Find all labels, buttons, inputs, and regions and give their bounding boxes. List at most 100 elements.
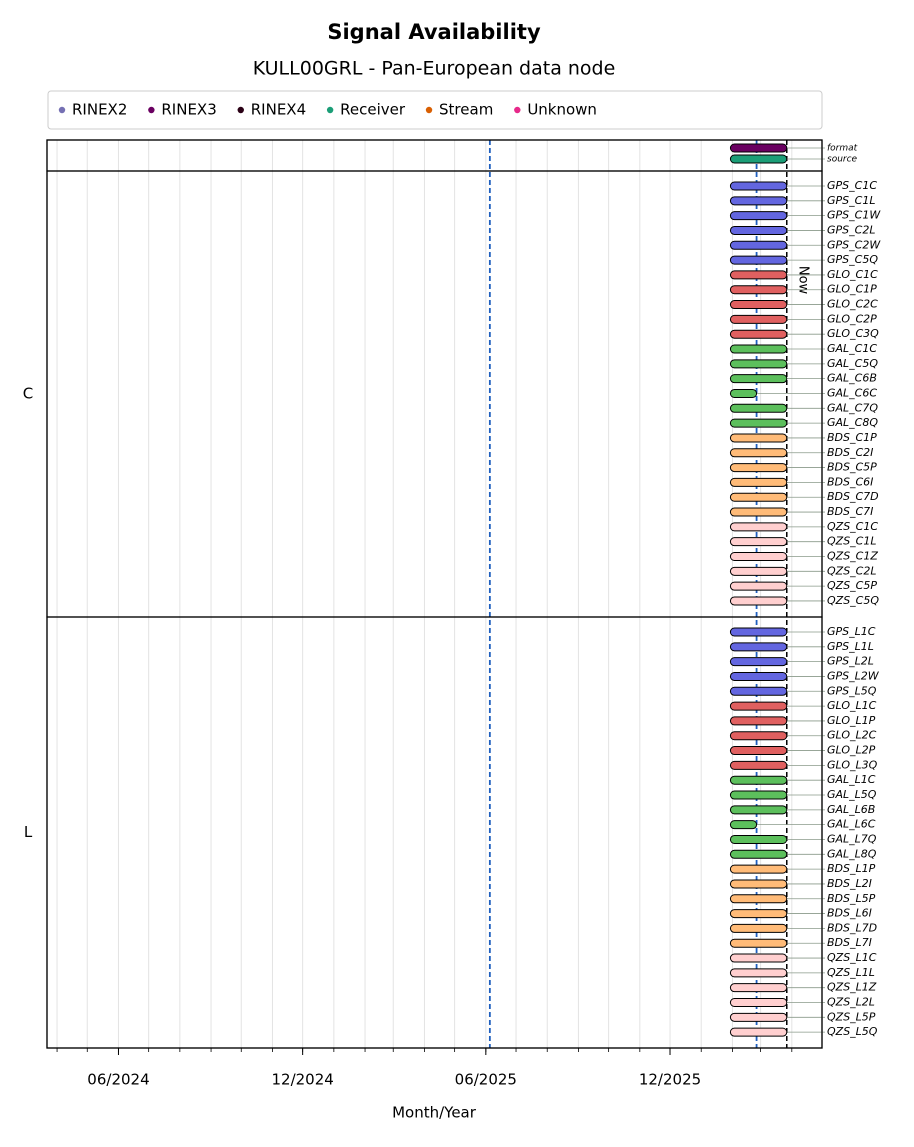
availability-bar [729, 507, 788, 517]
availability-bar [729, 552, 788, 561]
row-label: GPS_C1L [827, 194, 875, 207]
availability-bar [729, 716, 788, 726]
row-label: GLO_L2P [827, 744, 876, 757]
row-label: GAL_C6C [827, 386, 877, 399]
legend-marker [58, 106, 66, 114]
legend-marker [326, 106, 334, 114]
availability-bar [729, 581, 788, 591]
availability-bar [729, 864, 788, 874]
availability-bar [729, 477, 788, 487]
availability-bar [729, 746, 788, 756]
x-tick-label: 06/2025 [455, 1071, 517, 1089]
legend-label: Stream [439, 101, 493, 119]
row-label: BDS_L6I [827, 907, 872, 920]
row-label: BDS_C7D [827, 490, 879, 503]
availability-bar [729, 566, 788, 576]
availability-bar [729, 894, 788, 904]
legend-label: RINEX4 [251, 101, 306, 119]
legend-label: RINEX3 [161, 101, 216, 119]
row-label: GPS_L1C [827, 625, 876, 638]
x-tick-label: 12/2025 [639, 1071, 701, 1089]
row-label: QZS_C1Z [827, 550, 878, 563]
chart-subtitle: KULL00GRL - Pan-European data node [253, 58, 616, 80]
row-label: BDS_C2I [827, 446, 873, 459]
row-label: GAL_L8Q [827, 847, 877, 860]
row-label: format [827, 144, 858, 154]
row-label: QZS_C1L [827, 535, 876, 548]
panel-label: L [24, 823, 33, 841]
availability-bar [729, 775, 788, 785]
row-label: GLO_C1C [827, 268, 878, 281]
row-label: GAL_C1C [827, 342, 877, 355]
availability-bar [729, 879, 788, 889]
availability-bar [729, 418, 788, 428]
row-label: GAL_L5Q [827, 788, 877, 801]
availability-bar [729, 642, 788, 652]
row-label: QZS_L1L [827, 966, 875, 979]
availability-bar [729, 1012, 788, 1022]
legend-box [47, 90, 823, 130]
availability-bar [729, 820, 758, 830]
availability-bar [729, 492, 788, 502]
row-label: GAL_C5Q [827, 357, 878, 370]
legend-label: Unknown [527, 101, 597, 119]
row-label: BDS_L7D [827, 921, 877, 934]
row-label: QZS_C5Q [827, 594, 879, 607]
availability-bar [729, 805, 788, 815]
availability-bar [729, 701, 788, 711]
x-axis-label: Month/Year [392, 1104, 477, 1122]
row-label: GPS_L2L [827, 655, 874, 668]
availability-bar [729, 143, 788, 153]
availability-bar [729, 433, 788, 443]
row-label: BDS_C7I [827, 505, 873, 518]
availability-bar [729, 463, 788, 473]
row-label: GPS_C5Q [827, 253, 878, 266]
legend-marker [148, 106, 155, 114]
availability-bar [729, 923, 788, 933]
row-label: QZS_C2L [827, 564, 876, 577]
availability-bar [729, 181, 788, 191]
row-label: GLO_L1C [827, 699, 877, 712]
availability-bar [729, 1027, 788, 1037]
availability-bar [729, 329, 788, 339]
plot-frame [46, 139, 823, 1049]
row-label: GAL_L7Q [827, 832, 877, 845]
availability-bar [729, 686, 788, 696]
availability-bar [729, 671, 788, 681]
row-label: BDS_L7I [827, 936, 872, 949]
row-label: QZS_L2L [827, 996, 875, 1009]
availability-bar [729, 760, 788, 770]
availability-bar [729, 537, 788, 547]
row-label: BDS_L2I [827, 877, 872, 890]
x-tick-label: 12/2024 [271, 1071, 333, 1089]
availability-bar [729, 983, 788, 993]
row-label: GPS_C1W [827, 209, 881, 222]
availability-bar [729, 359, 788, 369]
availability-bar [729, 596, 788, 606]
row-label: GLO_C1P [827, 283, 877, 296]
row-label: GAL_C6B [827, 372, 877, 385]
availability-bar [729, 627, 788, 637]
legend-marker [237, 106, 244, 114]
legend-label: RINEX2 [72, 101, 127, 119]
availability-bar [729, 388, 758, 398]
row-label: BDS_L1P [827, 862, 876, 875]
now-label: Now [795, 266, 810, 295]
row-label: QZS_L1Z [827, 981, 877, 994]
availability-bar [729, 953, 788, 963]
row-label: GAL_L6C [827, 818, 876, 831]
row-label: QZS_L1C [827, 951, 877, 964]
row-label: QZS_L5Q [827, 1025, 878, 1038]
row-label: BDS_L5P [827, 892, 876, 905]
row-label: GAL_C7Q [827, 401, 878, 414]
availability-bar [729, 225, 788, 235]
row-label: GPS_L1L [827, 640, 874, 653]
row-label: QZS_C5P [827, 579, 877, 592]
row-label: GAL_L1C [827, 773, 876, 786]
legend-marker [425, 106, 433, 114]
availability-bar [729, 344, 788, 354]
row-label: GLO_C2P [827, 312, 877, 325]
availability-bar [729, 731, 788, 741]
row-label: GLO_L3Q [827, 758, 878, 771]
